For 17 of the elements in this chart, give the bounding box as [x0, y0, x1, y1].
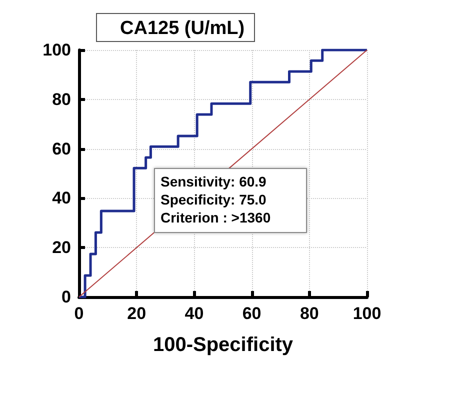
y-tick-label: 20 — [52, 238, 71, 258]
y-tick-label: 100 — [42, 40, 71, 60]
x-tick-label: 80 — [300, 304, 319, 323]
x-tick-label: 40 — [184, 304, 204, 323]
x-tick-label: 0 — [74, 304, 84, 323]
x-tick-label: 60 — [242, 304, 262, 323]
annotation: Sensitivity: 60.9 — [160, 174, 267, 190]
annotation: Specificity: 75.0 — [160, 192, 267, 208]
x-tick-label: 100 — [352, 304, 382, 323]
y-tick-label: 80 — [52, 90, 71, 109]
chart-title: CA125 (U/mL) — [120, 18, 245, 39]
x-tick-label: 20 — [127, 304, 146, 323]
y-tick-label: 60 — [52, 139, 71, 158]
x-axis-title: 100-Specificity — [152, 334, 294, 356]
annotation: Criterion : >1360 — [160, 210, 271, 226]
y-tick-label: 0 — [62, 288, 71, 306]
y-tick-label: 40 — [52, 188, 71, 208]
